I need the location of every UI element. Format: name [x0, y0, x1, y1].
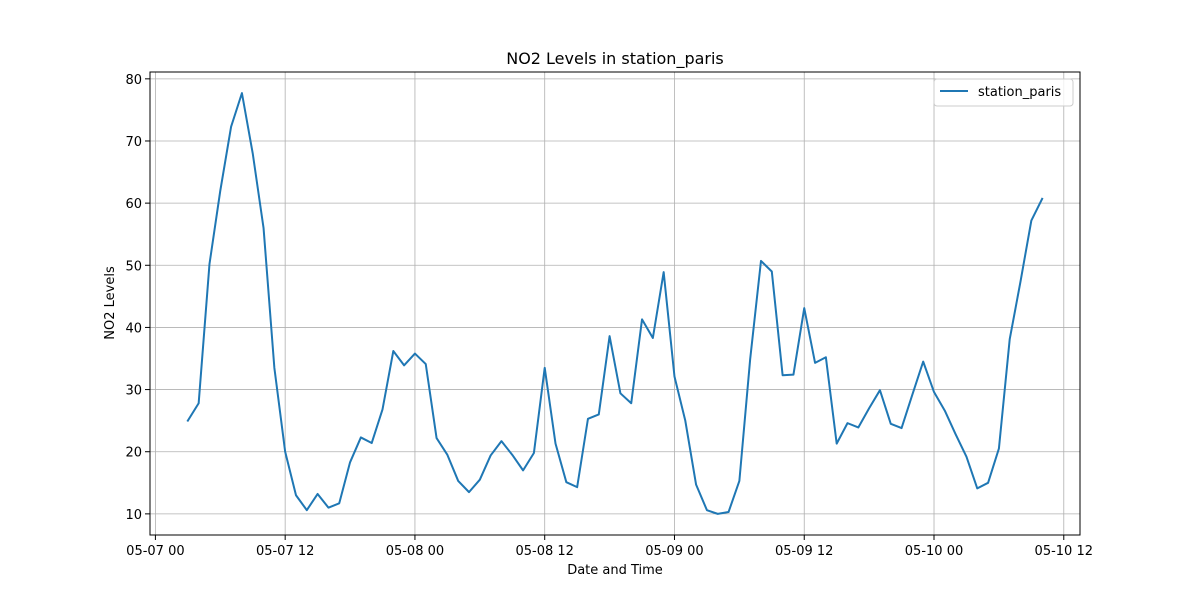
y-tick-label: 50: [125, 259, 142, 274]
x-tick-label: 05-08 12: [515, 544, 573, 559]
grid-lines: [150, 72, 1080, 535]
plot-frame: [149, 71, 1081, 536]
x-tick-label: 05-08 00: [386, 544, 444, 559]
chart-title: NO2 Levels in station_paris: [506, 49, 724, 69]
x-tick-label: 05-07 00: [126, 544, 184, 559]
legend-label: station_paris: [978, 85, 1061, 100]
y-tick-label: 40: [125, 321, 142, 336]
x-tick-label: 05-10 00: [905, 544, 963, 559]
y-axis: 10 20 30 40 50 60 70 80: [125, 73, 150, 523]
y-tick-label: 80: [125, 73, 142, 88]
y-tick-label: 20: [125, 446, 142, 461]
y-tick-label: 30: [125, 384, 142, 399]
x-axis-label: Date and Time: [567, 563, 663, 578]
series-line-station_paris: [186, 92, 1044, 515]
legend-frame: [933, 78, 1074, 107]
x-tick-label: 05-07 12: [256, 544, 314, 559]
legend: station_paris: [933, 78, 1074, 107]
series-layer: [186, 92, 1044, 515]
y-axis-label: NO2 Levels: [103, 266, 118, 340]
x-tick-label: 05-09 00: [645, 544, 703, 559]
x-axis: 05-07 00 05-07 12 05-08 00 05-08 12 05-09 00…: [126, 535, 1093, 559]
y-tick-label: 70: [125, 135, 142, 150]
y-tick-label: 60: [125, 197, 142, 212]
x-tick-label: 05-09 12: [775, 544, 833, 559]
x-tick-label: 05-10 12: [1035, 544, 1093, 559]
y-tick-label: 10: [125, 508, 142, 523]
